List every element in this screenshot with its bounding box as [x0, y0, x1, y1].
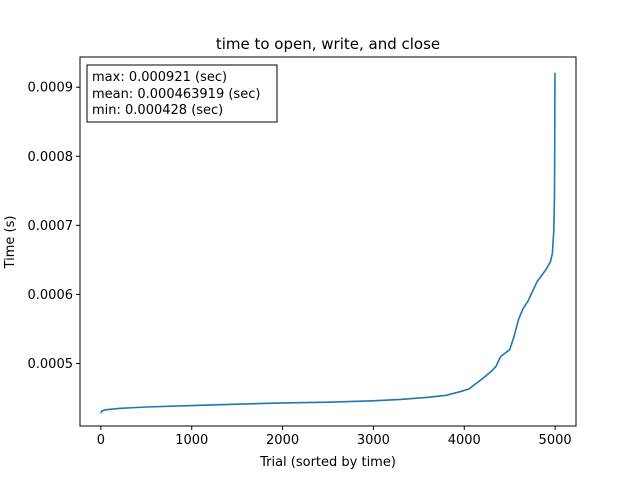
x-tick-label: 3000 [357, 433, 390, 448]
stats-annotation: max: 0.000921 (sec) mean: 0.000463919 (s… [86, 64, 278, 123]
x-axis-label: Trial (sorted by time) [259, 455, 396, 470]
x-tick-label: 5000 [539, 433, 572, 448]
stats-mean: mean: 0.000463919 (sec) [92, 87, 260, 102]
y-tick-label: 0.0005 [28, 357, 74, 372]
stats-box [86, 64, 278, 123]
x-tick-label: 0 [97, 433, 105, 448]
stats-max: max: 0.000921 (sec) [92, 70, 227, 85]
x-axis-ticks: 0 1000 2000 3000 4000 5000 [97, 426, 572, 448]
y-tick-label: 0.0008 [28, 150, 74, 165]
y-axis-ticks: 0.0005 0.0006 0.0007 0.0008 0.0009 [28, 81, 80, 372]
stats-min: min: 0.000428 (sec) [92, 103, 223, 118]
y-tick-label: 0.0006 [28, 288, 74, 303]
chart-title: time to open, write, and close [216, 35, 440, 53]
y-axis-label: Time (s) [3, 216, 18, 270]
plot-area [79, 56, 577, 427]
series-line [100, 72, 556, 414]
x-tick-label: 2000 [266, 433, 299, 448]
y-tick-label: 0.0007 [28, 219, 74, 234]
y-tick-label: 0.0009 [28, 81, 74, 96]
x-tick-label: 4000 [448, 433, 481, 448]
axes-frame [79, 56, 577, 427]
x-tick-label: 1000 [175, 433, 208, 448]
